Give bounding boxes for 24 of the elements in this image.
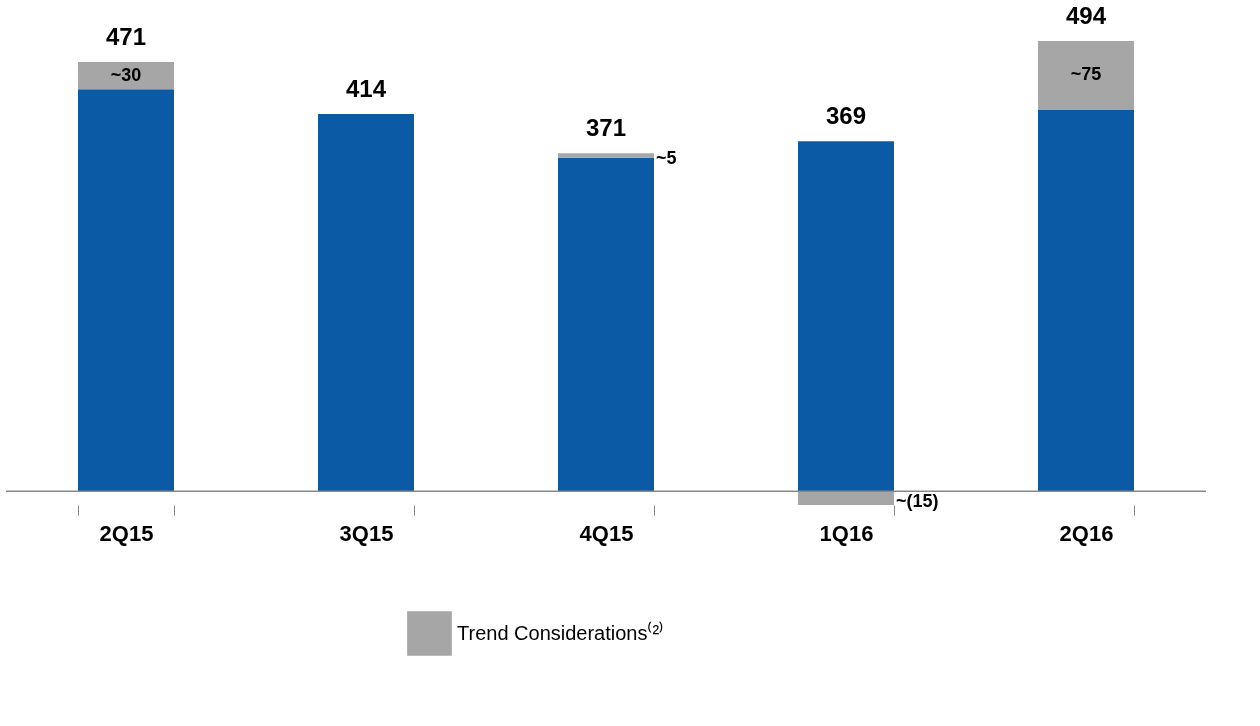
- data-label: ~75: [1070, 64, 1102, 85]
- total-label: 369: [825, 102, 867, 130]
- bar: [78, 61, 174, 90]
- total-label: 471: [105, 22, 147, 50]
- x-tick-label: 2Q16: [1059, 520, 1114, 546]
- x-tick-label: 3Q15: [339, 520, 394, 546]
- total-label: 494: [1065, 2, 1107, 30]
- bar: [558, 153, 654, 158]
- bar: [1038, 109, 1134, 492]
- bar: [318, 113, 414, 492]
- x-tick-label: 2Q15: [99, 520, 154, 546]
- legend-label: Trend Considerations⁽²⁾: [457, 620, 665, 644]
- total-label: 371: [585, 114, 627, 142]
- bar: [1038, 41, 1134, 110]
- data-label: ~30: [110, 64, 142, 85]
- bar: [558, 157, 654, 492]
- total-label: 414: [345, 74, 387, 102]
- x-tick-label: 4Q15: [579, 520, 634, 546]
- bar: [798, 141, 894, 492]
- bar: [78, 89, 174, 492]
- x-tick-label: 1Q16: [819, 520, 874, 546]
- data-label: ~5: [656, 148, 677, 169]
- bar: [798, 491, 894, 505]
- data-label: ~(15): [896, 491, 939, 512]
